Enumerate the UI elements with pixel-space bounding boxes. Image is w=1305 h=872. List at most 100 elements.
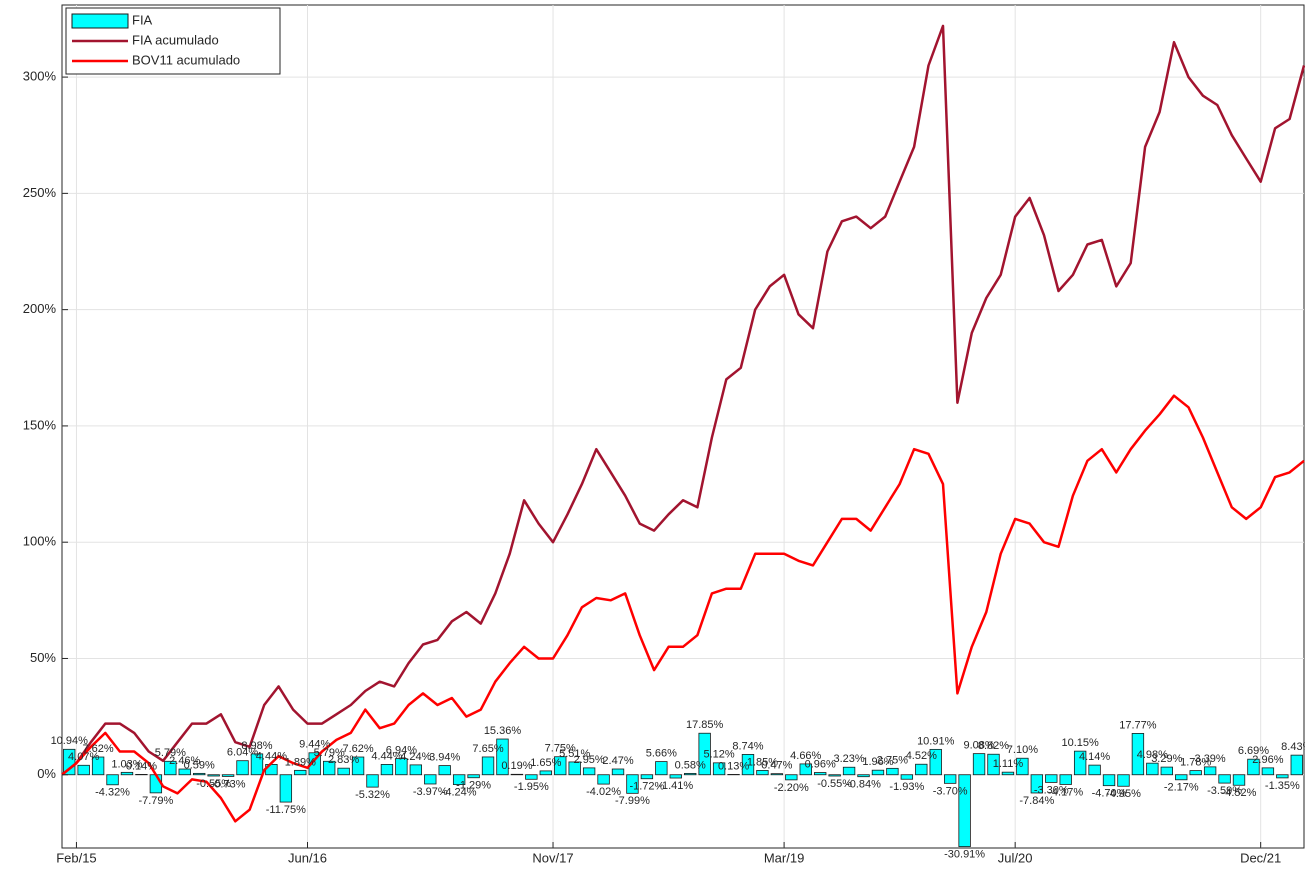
x-tick-label: Mar/19 <box>764 850 804 865</box>
value-label: 5.12% <box>704 749 735 761</box>
bar <box>1161 767 1173 775</box>
bar <box>526 775 538 780</box>
bar <box>1291 755 1303 775</box>
bar <box>612 769 624 775</box>
value-label: 10.15% <box>1061 737 1099 749</box>
value-label: 0.96% <box>805 758 836 770</box>
bar <box>814 773 826 775</box>
value-label: 3.94% <box>429 751 460 763</box>
value-label: 7.62% <box>83 743 114 755</box>
bar <box>208 775 220 776</box>
value-label: 0.13% <box>718 760 749 772</box>
value-label: -1.93% <box>889 781 924 793</box>
x-tick-label: Feb/15 <box>56 850 96 865</box>
y-tick-label: 150% <box>23 417 57 432</box>
value-label: 2.83% <box>328 754 359 766</box>
bar <box>656 762 668 775</box>
value-label: 17.77% <box>1119 719 1157 731</box>
value-label: -0.84% <box>846 779 881 791</box>
bar <box>1262 768 1274 775</box>
x-tick-label: Dec/21 <box>1240 850 1281 865</box>
plot-area <box>62 5 1304 848</box>
bar <box>1277 775 1289 778</box>
bar <box>338 768 350 775</box>
x-tick-label: Jul/20 <box>998 850 1033 865</box>
bar <box>901 775 913 779</box>
bar <box>424 775 436 784</box>
bar <box>944 775 956 784</box>
bar <box>468 775 480 778</box>
y-tick-label: 200% <box>23 301 57 316</box>
value-label: 7.10% <box>1007 744 1038 756</box>
y-tick-label: 0% <box>37 766 56 781</box>
bar <box>1002 772 1014 775</box>
value-label: 1.89% <box>285 756 316 768</box>
bar <box>222 775 234 777</box>
bar <box>237 761 249 775</box>
value-label: 0.14% <box>126 760 157 772</box>
bar <box>973 754 985 775</box>
value-label: 2.75% <box>877 754 908 766</box>
value-label: 2.96% <box>1252 754 1283 766</box>
bar <box>1190 771 1202 775</box>
value-label: 3.29% <box>1151 753 1182 765</box>
value-label: -1.29% <box>456 780 491 792</box>
value-label: -1.95% <box>514 781 549 793</box>
bar <box>829 775 841 776</box>
bar <box>771 774 783 775</box>
value-label: 8.82% <box>978 740 1009 752</box>
value-label: 10.91% <box>917 735 955 747</box>
bar <box>1089 765 1101 775</box>
value-label: 3.23% <box>833 753 864 765</box>
bar <box>540 771 552 775</box>
value-label: -4.95% <box>1106 788 1141 800</box>
legend-label: FIA acumulado <box>132 32 219 47</box>
value-label: -3.70% <box>933 785 968 797</box>
value-label: 7.62% <box>342 743 373 755</box>
legend-swatch <box>72 14 128 28</box>
bar <box>1175 775 1187 780</box>
bar <box>280 775 292 802</box>
bar <box>107 775 119 785</box>
bar <box>916 764 928 775</box>
value-label: 4.24% <box>400 751 431 763</box>
value-label: -5.32% <box>355 789 390 801</box>
bar <box>1045 775 1057 783</box>
bar <box>1060 775 1072 785</box>
bar <box>684 773 696 774</box>
value-label: 8.74% <box>732 740 763 752</box>
legend-label: FIA <box>132 12 153 27</box>
bar <box>872 770 884 775</box>
y-tick-label: 250% <box>23 185 57 200</box>
value-label: -2.17% <box>1164 782 1199 794</box>
bar <box>410 765 422 775</box>
bar <box>598 775 610 784</box>
value-label: -11.75% <box>266 804 306 816</box>
bar <box>381 764 393 774</box>
value-label: 4.44% <box>256 750 287 762</box>
value-label: 4.14% <box>1079 751 1110 763</box>
value-label: -4.17% <box>1048 786 1083 798</box>
value-label: -1.41% <box>658 780 693 792</box>
value-label: 0.59% <box>184 759 215 771</box>
bar <box>193 773 205 774</box>
bar <box>482 757 494 775</box>
value-label: 17.85% <box>686 719 724 731</box>
value-label: 4.52% <box>906 750 937 762</box>
value-label: 5.66% <box>646 747 677 759</box>
value-label: 15.36% <box>484 725 522 737</box>
value-label: -4.32% <box>95 787 130 799</box>
value-label: -1.35% <box>1265 780 1300 792</box>
y-tick-label: 50% <box>30 650 56 665</box>
value-label: -7.79% <box>138 795 173 807</box>
bar <box>858 775 870 777</box>
bar <box>1103 775 1115 786</box>
bar <box>1118 775 1130 787</box>
bar <box>1233 775 1245 786</box>
bar <box>121 772 133 774</box>
bar <box>78 765 90 774</box>
value-label: 3.39% <box>1195 753 1226 765</box>
bar <box>843 767 855 775</box>
bar <box>439 766 451 775</box>
